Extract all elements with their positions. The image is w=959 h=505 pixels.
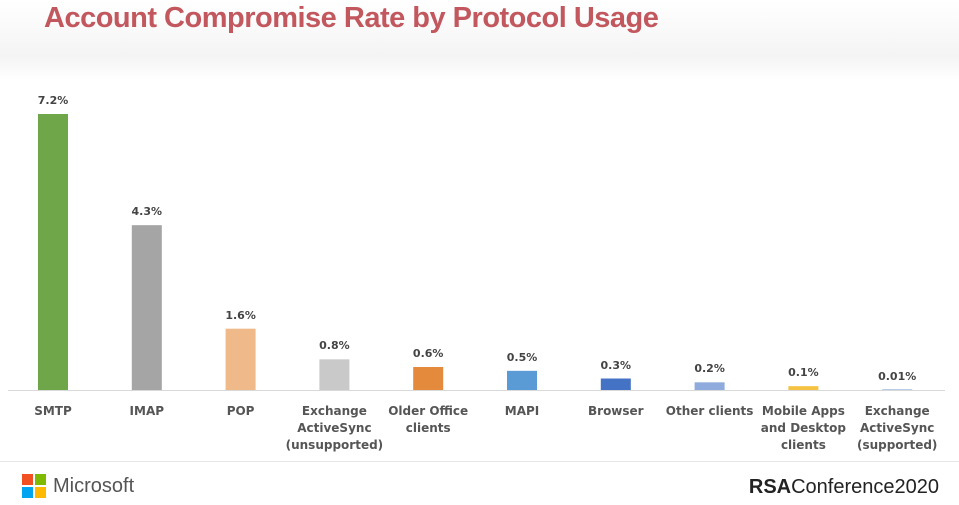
bar-6 [600,378,631,390]
footer-divider [0,461,959,462]
data-label: 0.1% [788,366,819,380]
microsoft-windows-icon [22,474,46,498]
category-label: Mobile Apps and Desktop clients [760,404,846,452]
category-label: Browser [588,404,644,418]
data-label: 0.6% [412,347,444,360]
category-label: MAPI [504,404,540,418]
rsa-conference-logo: RSAConference2020 [749,476,939,499]
category-label: Exchange ActiveSync (supported) [856,404,938,452]
bar-7 [694,382,725,390]
bar-0 [38,114,68,390]
microsoft-logo: Microsoft [22,474,134,498]
slide-title: Account Compromise Rate by Protocol Usag… [44,2,659,34]
data-label: 0.5% [506,350,538,364]
category-label: SMTP [34,404,72,418]
rsa-wordmark: RSA [748,476,792,498]
category-label: Other clients [665,404,754,418]
data-label: 4.3% [131,205,163,219]
category-label: Older Office clients [388,404,469,435]
header-background [0,0,959,80]
bar-2 [225,328,256,390]
microsoft-wordmark: Microsoft [53,474,135,497]
bar-5 [507,370,537,390]
data-label: 1.6% [225,308,256,322]
bar-3 [319,359,350,390]
data-label: 0.3% [600,358,632,372]
data-label: 0.01% [878,369,917,383]
category-label: Exchange ActiveSync (unsupported) [285,404,384,452]
category-label: IMAP [129,404,165,418]
category-label: POP [226,404,255,418]
data-label: 7.2% [37,94,69,107]
bar-4 [413,367,444,390]
bar-chart [8,114,945,391]
bar-1 [131,225,162,390]
bar-8 [788,386,819,390]
bar-9 [882,389,913,390]
data-label: 0.2% [694,362,725,376]
conference-wordmark: Conference2020 [791,476,939,498]
data-label: 0.8% [319,339,350,353]
